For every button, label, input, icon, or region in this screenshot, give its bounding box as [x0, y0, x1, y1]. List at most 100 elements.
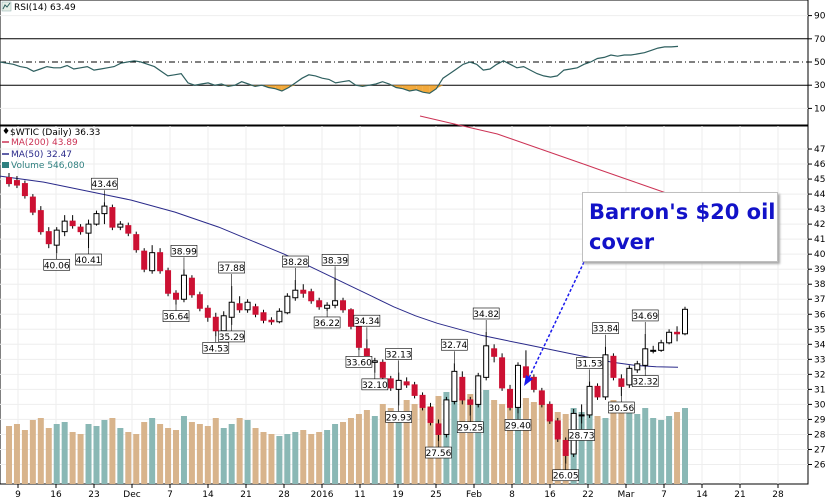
volume-bar	[173, 430, 180, 484]
volume-bar	[459, 398, 466, 484]
candle	[180, 269, 187, 303]
x-axis: 9 16 23 Dec 7 14 21 28 2016 11 19 25 Feb 8 16 22 Mar 7 14 2…	[15, 484, 784, 500]
rsi-oversold-area	[402, 85, 410, 91]
price-label-box	[472, 307, 500, 320]
volume-bar	[212, 418, 219, 484]
rsi-legend: RSI(14) 63.49	[1, 1, 76, 13]
annotation-line1: Barron's $20 oil	[589, 200, 776, 224]
candle	[332, 278, 339, 309]
candle	[626, 365, 633, 388]
volume-bars	[6, 388, 688, 484]
candle	[443, 396, 450, 438]
candle-body	[427, 406, 434, 423]
x-tick-label: Feb	[466, 490, 482, 500]
candle-body	[228, 301, 235, 318]
volume-bar	[403, 400, 410, 484]
candle	[546, 401, 553, 424]
candle-body	[499, 357, 506, 389]
volume-bar	[371, 416, 378, 484]
candle-body	[347, 309, 354, 327]
x-tick-label: 28	[278, 490, 290, 500]
volume-bar	[117, 428, 124, 484]
candle	[427, 402, 434, 426]
candle	[196, 291, 203, 312]
volume-bar	[6, 426, 12, 484]
annotation-callout: Barron's $20 oil cover	[582, 192, 778, 262]
rsi-tick-label: 30	[814, 81, 826, 91]
candle-body	[491, 348, 498, 357]
volume-bar	[355, 414, 362, 484]
candle-body	[157, 252, 164, 272]
price-label-text: 29.40	[505, 421, 531, 431]
volume-bar	[45, 428, 52, 484]
volume-bar	[554, 412, 561, 484]
candle	[530, 374, 537, 393]
candle-body	[196, 294, 203, 309]
volume-bar	[483, 390, 490, 484]
price-label-text: 36.64	[163, 313, 189, 323]
candle-body	[141, 250, 148, 270]
candle	[6, 173, 12, 187]
volume-bar	[109, 418, 116, 484]
candle	[141, 248, 148, 273]
candle	[379, 359, 386, 381]
price-label-text: 32.74	[441, 341, 467, 351]
candle-body	[507, 388, 514, 408]
candle	[77, 224, 84, 235]
candle-body	[682, 308, 688, 335]
price-label-box	[361, 378, 389, 391]
candles	[6, 173, 688, 464]
volume-bar	[284, 434, 291, 484]
legend-ma200: MA(200) 43.89	[11, 138, 78, 148]
volume-bar	[379, 404, 386, 484]
volume-bar	[610, 400, 617, 484]
price-tick-label: 46	[814, 160, 826, 170]
volume-bar	[666, 416, 673, 484]
candle-body	[220, 315, 227, 332]
price-label-box	[75, 253, 102, 266]
volume-bar	[395, 412, 402, 484]
price-label: 40.41	[75, 248, 102, 266]
rsi-axis: 90 70 50 30 10	[808, 12, 826, 114]
x-tick-label: 22	[582, 490, 593, 500]
candle-body	[204, 307, 211, 318]
candle-body	[411, 384, 418, 396]
candle	[204, 305, 211, 322]
legend-title: $WTIC (Daily) 36.33	[10, 128, 100, 138]
rsi-tick-label: 10	[814, 104, 826, 114]
volume-bar	[204, 426, 211, 484]
volume-bar	[101, 420, 108, 484]
candle-body	[459, 376, 466, 401]
price-label: 34.34	[353, 314, 381, 340]
volume-bar	[252, 428, 259, 484]
volume-bar	[618, 408, 625, 484]
volume-bar	[475, 392, 482, 484]
candle-body	[475, 375, 482, 405]
candle-body	[650, 349, 657, 352]
candle-body	[180, 274, 187, 300]
price-label: 30.56	[608, 395, 635, 414]
price-label: 33.84	[592, 322, 619, 347]
volume-bar	[363, 410, 370, 484]
price-tick-label: 29	[814, 415, 826, 425]
price-label-box	[592, 322, 619, 335]
candle-body	[29, 196, 36, 213]
candle	[157, 248, 164, 274]
volume-bar	[522, 398, 529, 484]
x-tick-label: 7	[661, 490, 667, 500]
volume-bar	[149, 418, 156, 484]
price-labels: 43.46 40.06 40.41 38.99 36.64 37.88 35.2934.53…	[43, 177, 659, 482]
candle-body	[395, 379, 402, 390]
candle	[236, 296, 243, 313]
candle-body	[467, 399, 474, 405]
volume-bar	[324, 430, 331, 484]
price-label: 32.10	[361, 372, 389, 391]
rsi-grid	[0, 15, 808, 109]
price-tick-label: 37	[814, 295, 825, 305]
rsi-oversold-area	[422, 85, 430, 94]
candle	[419, 392, 426, 411]
candle	[308, 288, 315, 304]
price-label-text: 35.29	[219, 333, 245, 343]
price-label-text: 33.60	[346, 358, 372, 368]
volume-bar	[507, 408, 514, 484]
